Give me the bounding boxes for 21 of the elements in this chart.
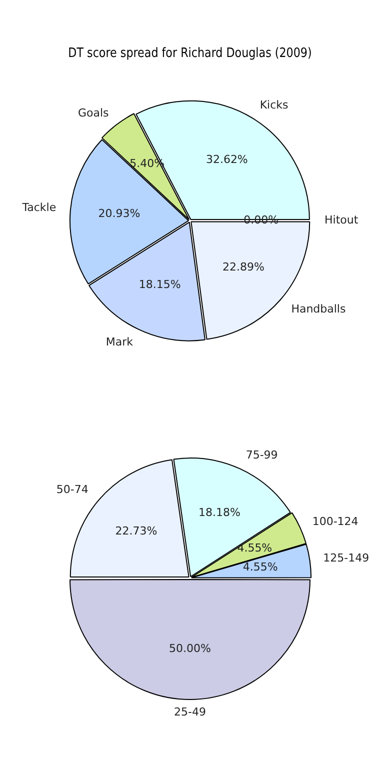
data-label: 50.00%	[169, 642, 211, 655]
data-label: 18.18%	[198, 506, 240, 520]
data-label: 22.89%	[222, 260, 264, 274]
slice-label: Tackle	[21, 200, 56, 214]
slice-label: 125-149	[323, 552, 370, 565]
data-label: 20.93%	[98, 206, 140, 220]
data-label: 22.73%	[115, 524, 158, 538]
slice-label: Goals	[78, 106, 109, 120]
slice-label: 75-99	[246, 448, 278, 462]
data-label: 18.15%	[138, 278, 181, 292]
slice-label: 50-74	[56, 482, 88, 496]
data-label: 4.55%	[242, 560, 278, 574]
slice-label: Mark	[106, 335, 134, 348]
slice-label: 25-49	[174, 705, 206, 718]
slice-label: Kicks	[260, 98, 289, 112]
data-label: 4.55%	[237, 541, 272, 554]
slice-label: 100-124	[312, 514, 358, 528]
data-label: 32.62%	[206, 152, 248, 166]
slice-label: Handballs	[291, 302, 346, 316]
category-label: Hitout	[324, 214, 358, 227]
chart-title: DT score spread for Richard Douglas (2009)	[68, 45, 312, 60]
